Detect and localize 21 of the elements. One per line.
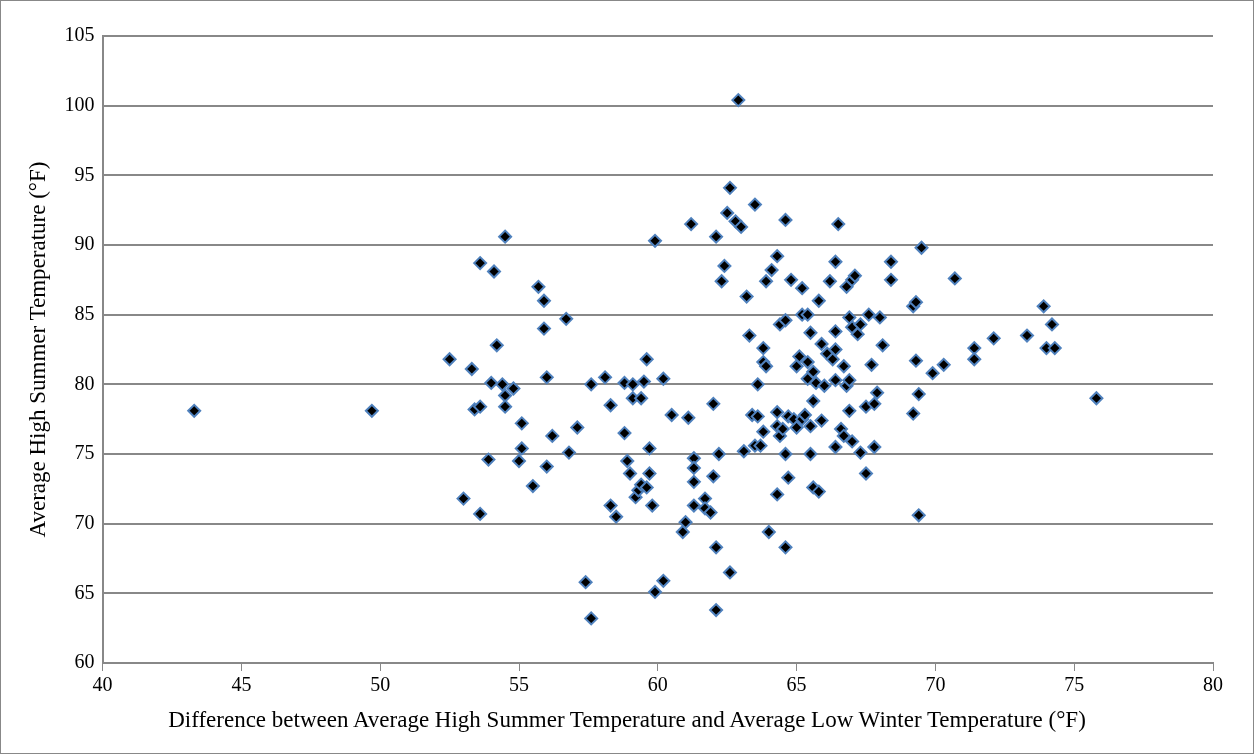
x-tick-label: 55 xyxy=(509,673,529,696)
y-tick-label: 105 xyxy=(64,23,95,46)
x-axis-title: Difference between Average High Summer Temperature and Average Low Winter Temperature (°F) xyxy=(167,707,1087,733)
x-tick-label: 65 xyxy=(786,673,807,696)
y-tick-label: 100 xyxy=(64,92,95,115)
y-tick-label: 70 xyxy=(74,510,95,533)
y-tick-label: 90 xyxy=(74,232,95,255)
y-tick-label: 75 xyxy=(74,441,95,464)
x-tick-label: 40 xyxy=(92,673,113,696)
x-tick-label: 75 xyxy=(1064,673,1085,696)
y-tick-label: 65 xyxy=(74,580,95,603)
x-tick-label: 60 xyxy=(647,673,668,696)
y-tick-label: 95 xyxy=(74,162,95,185)
x-tick-label: 50 xyxy=(370,673,391,696)
y-tick-label: 80 xyxy=(74,371,95,394)
x-tick-label: 80 xyxy=(1203,673,1223,696)
x-tick-label: 45 xyxy=(231,673,252,696)
y-tick-label: 85 xyxy=(74,301,95,324)
x-tick-label: 70 xyxy=(925,673,946,696)
y-tick-label: 60 xyxy=(74,650,95,673)
y-axis-title: Average High Summer Temperature (°F) xyxy=(24,161,50,538)
